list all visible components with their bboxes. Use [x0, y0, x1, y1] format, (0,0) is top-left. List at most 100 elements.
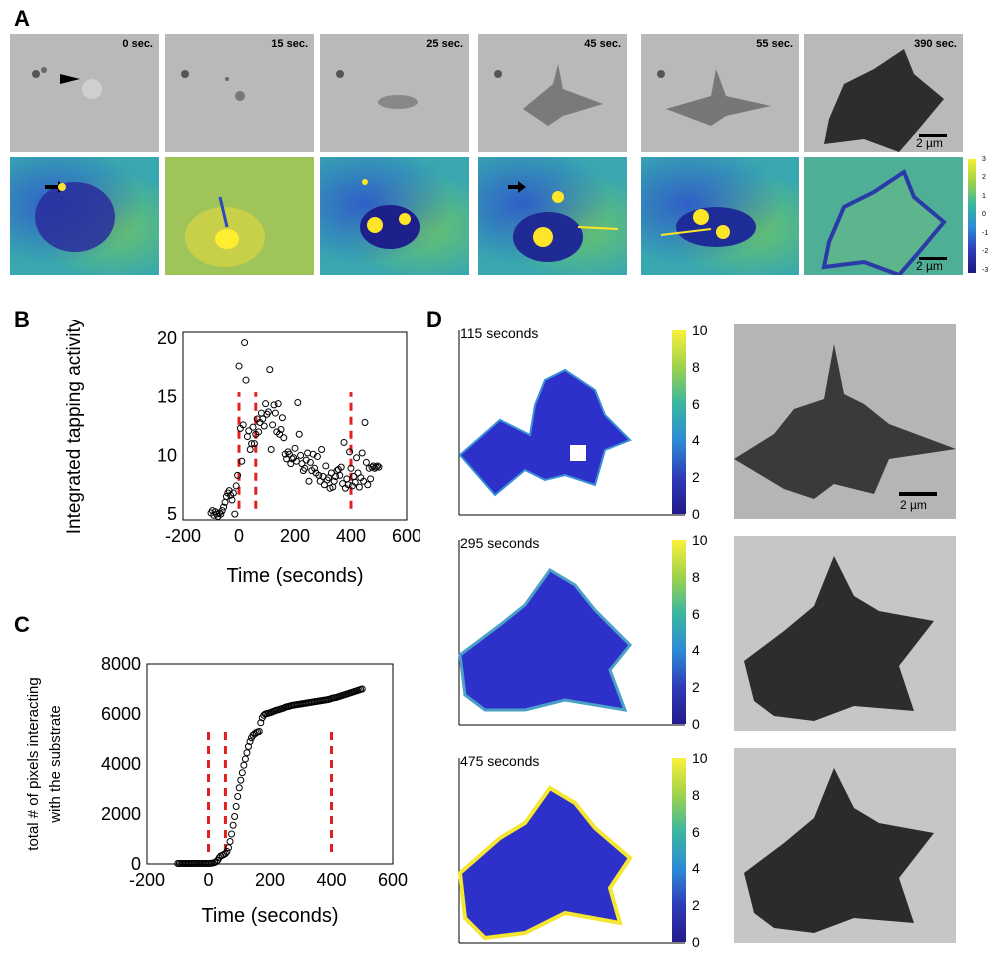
colorbar-tick: 6 [692, 823, 700, 840]
footprint-map-2: 295 seconds [458, 535, 685, 726]
colorbar-d-3 [672, 758, 686, 942]
y-axis-label: Integrated tapping activity [64, 320, 85, 534]
data-point [330, 477, 338, 485]
data-point [344, 481, 352, 489]
data-point [221, 850, 229, 857]
data-point [237, 776, 245, 784]
scale-bar-label: 2 µm [916, 136, 943, 150]
frame-gray-4: 55 sec. [641, 34, 799, 152]
colorbar-tick: 10 [692, 532, 708, 548]
data-point [361, 418, 369, 426]
data-point [313, 453, 321, 461]
data-point [246, 738, 254, 745]
activity-map [165, 157, 314, 275]
data-point [238, 457, 246, 465]
data-point [305, 477, 313, 485]
activity-map [508, 181, 619, 262]
data-point [274, 400, 282, 408]
cell-image-d-1: 2 µm [734, 324, 956, 519]
data-point [235, 784, 243, 792]
data-point [337, 463, 345, 471]
data-point [297, 451, 305, 459]
colorbar-tick: 4 [692, 432, 700, 449]
data-point [239, 421, 247, 429]
plot-frame [146, 663, 394, 865]
data-point [270, 401, 278, 409]
colorbar-tick: 2 [982, 174, 986, 181]
cell-image [336, 70, 418, 109]
data-point [372, 463, 380, 471]
colorbar-tick: -2 [982, 248, 989, 255]
data-point [245, 427, 253, 435]
data-point [264, 408, 272, 416]
cell-image-d-2 [734, 536, 956, 731]
frame-heat-0 [10, 157, 159, 275]
data-point [364, 481, 372, 489]
data-point [340, 438, 348, 446]
data-point [294, 399, 302, 406]
data-point [267, 446, 275, 453]
data-point [278, 414, 286, 422]
data-point [327, 469, 335, 477]
colorbar-a-ticks: 3 2 1 0 -1 -2 -3 [982, 156, 1000, 276]
colorbar-tick: 10 [692, 322, 708, 338]
frame-gray-0: 0 sec. [10, 34, 159, 152]
y-tick-label: 8000 [101, 654, 141, 674]
data-point [229, 821, 237, 829]
x-axis-label: Time (seconds) [226, 565, 363, 587]
data-point [249, 423, 257, 431]
data-point [222, 493, 230, 500]
data-point [250, 440, 258, 448]
data-point [228, 830, 236, 838]
cell-image [744, 556, 934, 721]
data-point [304, 449, 312, 457]
y-tick-label: 6000 [101, 704, 141, 724]
colorbar-tick: 2 [692, 469, 700, 486]
panel-letter-d: D [426, 307, 442, 332]
data-point [260, 422, 268, 430]
time-label: 15 sec. [271, 38, 308, 50]
colorbar-tick: 8 [692, 568, 700, 585]
data-point [362, 458, 370, 466]
y-tick-label: 15 [157, 387, 177, 407]
data-point [255, 428, 263, 436]
data-point [238, 769, 246, 777]
data-point [291, 444, 299, 452]
y-tick-label: 5 [167, 504, 177, 524]
y-tick-label: 20 [157, 328, 177, 348]
colorbar-tick: 6 [692, 395, 700, 412]
footprint-map-1: 115 seconds [458, 325, 685, 516]
data-point [343, 475, 351, 483]
data-point [231, 813, 239, 820]
time-label: 45 sec. [584, 38, 621, 50]
arrow-marker [508, 181, 526, 193]
data-point [241, 339, 249, 347]
time-label: 0 sec. [122, 38, 153, 50]
x-tick-label: 600 [392, 526, 420, 546]
x-tick-label: 200 [255, 870, 285, 890]
data-point [244, 743, 252, 750]
x-tick-label: 400 [336, 526, 366, 546]
cell-image [32, 67, 102, 99]
data-point [306, 458, 314, 466]
cell-image [657, 69, 771, 126]
x-tick-label: 600 [378, 870, 408, 890]
colorbar-tick: 6 [692, 605, 700, 622]
data-point [232, 803, 240, 810]
data-point [246, 446, 254, 453]
colorbar-tick: 3 [982, 156, 986, 163]
data-point [269, 421, 277, 429]
colorbar-tick: 4 [692, 642, 700, 659]
colorbar-tick: 8 [692, 358, 700, 375]
x-tick-label: 200 [280, 526, 310, 546]
data-point [347, 464, 355, 472]
chart-b: -200 0 200 400 600 5 10 15 20 Time (seconds) In… [64, 320, 420, 587]
data-point [229, 489, 237, 497]
data-point [346, 448, 354, 456]
map-time-label: 475 seconds [460, 753, 539, 769]
cell-image-d-3 [734, 748, 956, 943]
data-point [295, 430, 303, 438]
data-point [228, 496, 236, 504]
cell-image [494, 64, 603, 126]
scale-bar [899, 492, 937, 496]
